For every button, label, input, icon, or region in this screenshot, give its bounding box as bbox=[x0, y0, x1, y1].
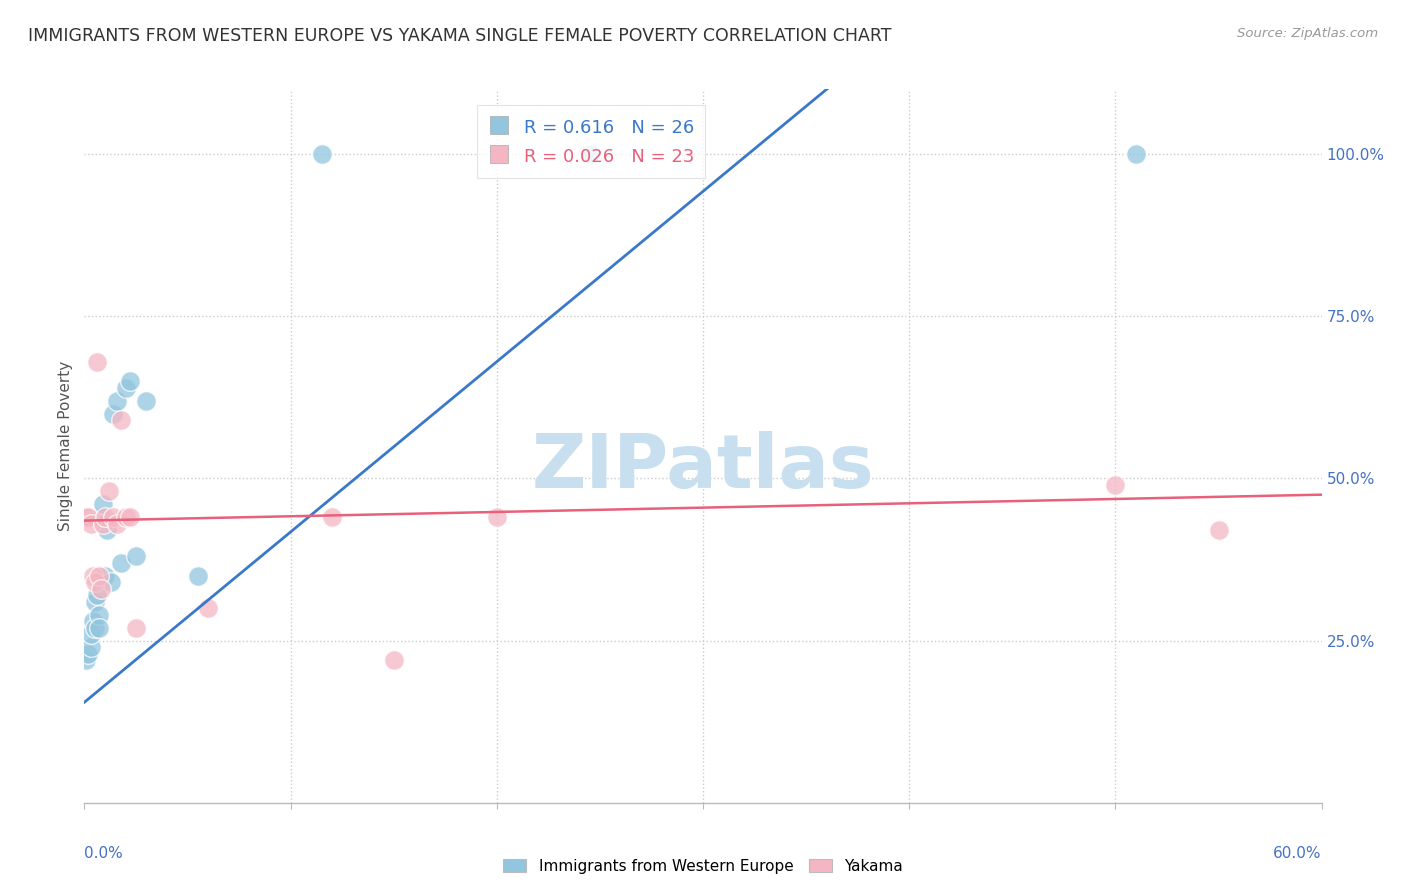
Point bbox=[96, 524, 118, 538]
Text: 60.0%: 60.0% bbox=[1274, 846, 1322, 861]
Point bbox=[82, 568, 104, 582]
Point bbox=[94, 568, 117, 582]
Point bbox=[382, 653, 405, 667]
Point bbox=[83, 621, 105, 635]
Legend: Immigrants from Western Europe, Yakama: Immigrants from Western Europe, Yakama bbox=[498, 853, 908, 880]
Point bbox=[578, 147, 600, 161]
Point bbox=[197, 601, 219, 615]
Point bbox=[118, 374, 141, 388]
Point bbox=[485, 510, 508, 524]
Point bbox=[77, 510, 100, 524]
Point bbox=[79, 516, 101, 531]
Point bbox=[86, 588, 108, 602]
Point bbox=[79, 640, 101, 654]
Point bbox=[105, 516, 128, 531]
Point bbox=[114, 510, 136, 524]
Point bbox=[75, 510, 97, 524]
Point bbox=[83, 595, 105, 609]
Point bbox=[125, 621, 148, 635]
Point bbox=[90, 510, 112, 524]
Point bbox=[90, 582, 112, 596]
Text: IMMIGRANTS FROM WESTERN EUROPE VS YAKAMA SINGLE FEMALE POVERTY CORRELATION CHART: IMMIGRANTS FROM WESTERN EUROPE VS YAKAMA… bbox=[28, 27, 891, 45]
Point bbox=[79, 627, 101, 641]
Point bbox=[103, 510, 125, 524]
Point bbox=[135, 393, 157, 408]
Point bbox=[110, 556, 132, 570]
Point bbox=[114, 381, 136, 395]
Point bbox=[87, 607, 110, 622]
Point bbox=[87, 621, 110, 635]
Legend: R = 0.616   N = 26, R = 0.026   N = 23: R = 0.616 N = 26, R = 0.026 N = 23 bbox=[477, 105, 704, 178]
Point bbox=[94, 510, 117, 524]
Point bbox=[83, 575, 105, 590]
Point bbox=[187, 568, 209, 582]
Text: Source: ZipAtlas.com: Source: ZipAtlas.com bbox=[1237, 27, 1378, 40]
Point bbox=[1125, 147, 1147, 161]
Point bbox=[98, 484, 121, 499]
Point bbox=[86, 354, 108, 368]
Point bbox=[1104, 478, 1126, 492]
Point bbox=[82, 614, 104, 628]
Point bbox=[321, 510, 343, 524]
Point bbox=[103, 407, 125, 421]
Point bbox=[100, 575, 122, 590]
Point bbox=[91, 497, 114, 511]
Point bbox=[87, 568, 110, 582]
Point bbox=[311, 147, 333, 161]
Point bbox=[105, 393, 128, 408]
Y-axis label: Single Female Poverty: Single Female Poverty bbox=[58, 361, 73, 531]
Point bbox=[91, 516, 114, 531]
Point bbox=[77, 647, 100, 661]
Point bbox=[75, 653, 97, 667]
Point bbox=[118, 510, 141, 524]
Text: ZIPatlas: ZIPatlas bbox=[531, 431, 875, 504]
Point bbox=[1208, 524, 1230, 538]
Point bbox=[110, 413, 132, 427]
Point bbox=[125, 549, 148, 564]
Text: 0.0%: 0.0% bbox=[84, 846, 124, 861]
